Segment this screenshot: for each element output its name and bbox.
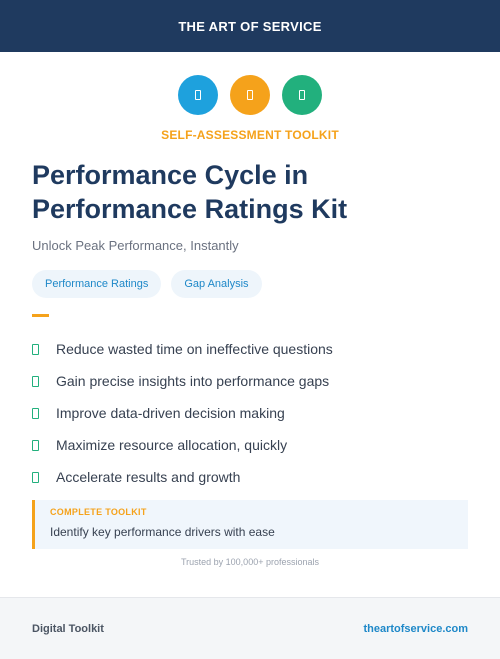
benefit-text: Maximize resource allocation, quickly (56, 437, 288, 453)
footer-label: Digital Toolkit (32, 622, 104, 635)
website-link[interactable]: theartofservice.com (363, 622, 468, 635)
check-icon (32, 343, 39, 355)
icon-row (0, 75, 500, 115)
benefit-item: Reduce wasted time on ineffective questi… (32, 333, 333, 365)
benefit-text: Improve data-driven decision making (56, 405, 285, 421)
title-line-2: Performance Ratings Kit (32, 194, 348, 224)
tag-gap-analysis: Gap Analysis (171, 270, 262, 298)
benefit-text: Reduce wasted time on ineffective questi… (56, 341, 333, 357)
top-banner: THE ART OF SERVICE (0, 0, 500, 52)
benefit-item: Gain precise insights into performance g… (32, 365, 333, 397)
callout-box: COMPLETE TOOLKIT Identify key performanc… (32, 500, 468, 549)
callout-label: COMPLETE TOOLKIT (50, 507, 147, 517)
title-line-1: Performance Cycle in (32, 160, 309, 190)
callout-text: Identify key performance drivers with ea… (50, 525, 275, 539)
trust-note: Trusted by 100,000+ professionals (180, 557, 319, 567)
benefit-item: Accelerate results and growth (32, 461, 333, 493)
benefit-text: Accelerate results and growth (56, 469, 241, 485)
accent-divider (32, 314, 49, 317)
green-badge-icon (282, 75, 322, 115)
benefit-item: Maximize resource allocation, quickly (32, 429, 333, 461)
footer: Digital Toolkit theartofservice.com (0, 597, 500, 659)
eyebrow-label: SELF-ASSESSMENT TOOLKIT (161, 128, 339, 142)
check-icon (32, 471, 39, 483)
benefit-item: Improve data-driven decision making (32, 397, 333, 429)
benefit-text: Gain precise insights into performance g… (56, 373, 330, 389)
subtitle: Unlock Peak Performance, Instantly (32, 238, 239, 253)
check-icon (32, 439, 39, 451)
tag-list: Performance Ratings Gap Analysis (32, 270, 262, 298)
brand-name: THE ART OF SERVICE (178, 18, 322, 34)
check-icon (32, 407, 39, 419)
page-title: Performance Cycle in Performance Ratings… (32, 158, 472, 226)
check-icon (32, 375, 39, 387)
orange-badge-icon (230, 75, 270, 115)
tag-performance-ratings: Performance Ratings (32, 270, 162, 298)
benefit-list: Reduce wasted time on ineffective questi… (32, 333, 333, 493)
blue-badge-icon (178, 75, 218, 115)
